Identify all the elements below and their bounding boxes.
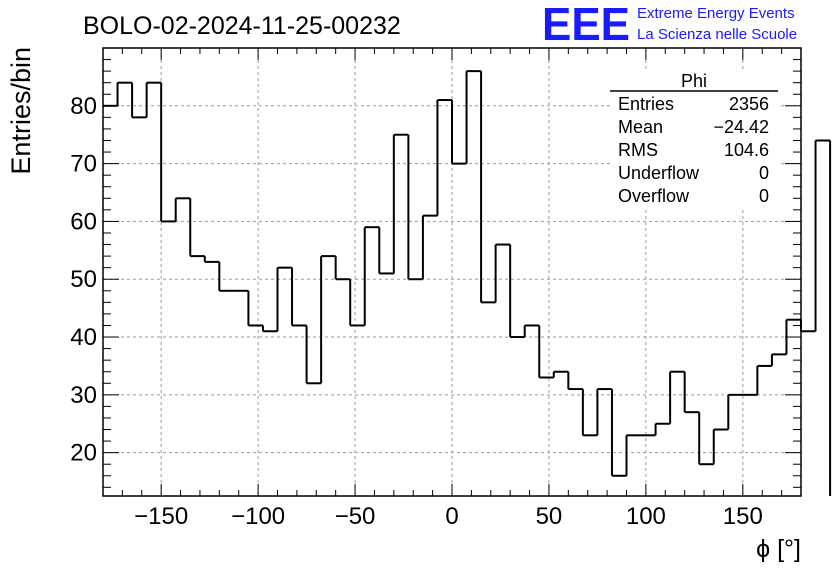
x-tick-label: −100 — [231, 503, 285, 530]
stats-row-value: 0 — [759, 163, 769, 183]
stats-row-value: 104.6 — [724, 140, 769, 160]
x-tick-label: 50 — [536, 503, 563, 530]
stats-box-title: Phi — [681, 71, 707, 91]
stats-row-label: RMS — [618, 140, 658, 160]
stats-row-value: −24.42 — [713, 117, 769, 137]
x-tick-label: 100 — [626, 503, 666, 530]
stats-row-label: Mean — [618, 117, 663, 137]
eee-logo-line1: Extreme Energy Events — [637, 5, 795, 22]
y-tick-label: 50 — [70, 266, 97, 293]
x-tick-labels: −150 −100 −50 0 50 100 150 — [134, 503, 763, 530]
x-tick-label: 0 — [445, 503, 458, 530]
stats-row-label: Underflow — [618, 163, 700, 183]
stats-rows: Entries 2356 Mean −24.42 RMS 104.6 Underflow 0 O… — [618, 94, 769, 206]
stats-box: Phi Entries 2356 Mean −24.42 RMS 104.6 Underfl… — [610, 70, 780, 210]
stats-row-label: Entries — [618, 94, 674, 114]
x-axis-label: ϕ [°] — [756, 535, 801, 563]
y-tick-label: 40 — [70, 324, 97, 351]
y-axis-label: Entries/bin — [6, 47, 36, 175]
eee-logo: EEE Extreme Energy Events La Scienza nel… — [542, 0, 797, 50]
chart-title: BOLO-02-2024-11-25-00232 — [83, 12, 401, 40]
stats-row-value: 2356 — [729, 94, 769, 114]
eee-logo-line2: La Scienza nelle Scuole — [637, 26, 797, 43]
axis-ticks — [102, 47, 802, 496]
y-tick-label: 70 — [70, 151, 97, 178]
y-tick-label: 80 — [70, 93, 97, 120]
stats-box-background — [610, 70, 780, 210]
y-tick-label: 20 — [70, 440, 97, 467]
eee-logo-mark: EEE — [542, 0, 630, 50]
x-tick-label: 150 — [723, 503, 763, 530]
x-tick-label: −50 — [335, 503, 376, 530]
y-tick-label: 60 — [70, 208, 97, 235]
y-tick-labels: 20 30 40 50 60 70 80 — [70, 93, 97, 467]
x-tick-label: −150 — [134, 503, 188, 530]
y-tick-label: 30 — [70, 382, 97, 409]
stats-row-value: 0 — [759, 186, 769, 206]
stats-row-label: Overflow — [618, 186, 690, 206]
